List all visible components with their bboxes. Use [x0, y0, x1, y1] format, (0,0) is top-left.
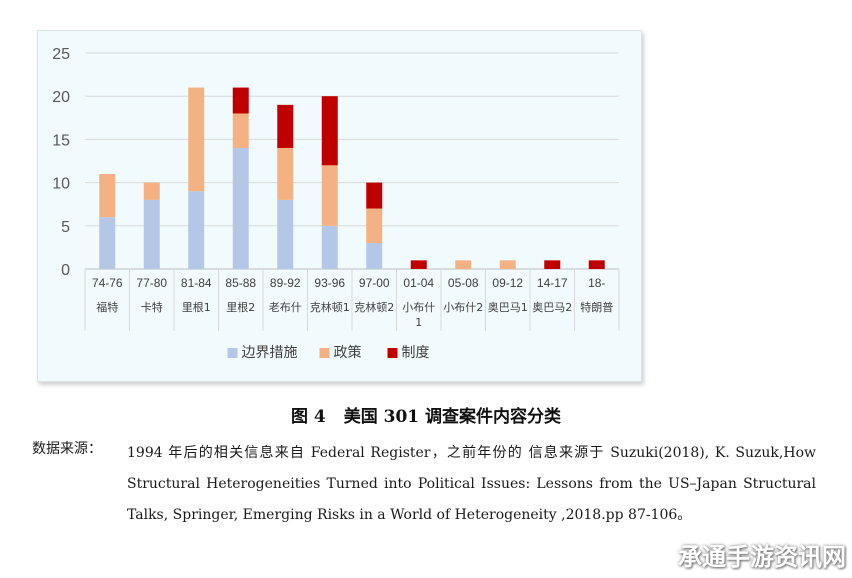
bar-segment — [277, 148, 294, 200]
bar-segment — [544, 260, 561, 269]
y-tick-label: 5 — [61, 219, 70, 236]
x-tick-label: 01-04 — [403, 276, 434, 290]
stacked-bar-chart: 0 5 10 15 20 25 74-76 福特 77-80 卡特 81-84 里根1 85-88 里根2… — [52, 46, 620, 361]
x-tick-label: 81-84 — [181, 276, 212, 290]
legend-swatch — [387, 348, 398, 358]
x-tick-label: 14-17 — [537, 276, 568, 290]
x-category-label: 卡特 — [141, 300, 163, 314]
watermark-logo: 承通手游资讯网 — [678, 543, 846, 571]
x-tick-label: 97-00 — [359, 276, 390, 290]
x-category-label: 里根2 — [226, 300, 255, 314]
bar-segment — [143, 199, 160, 269]
x-tick-label: 74-76 — [92, 276, 123, 290]
x-category-label: 福特 — [96, 300, 118, 314]
x-category-label: 奥巴马1 — [488, 300, 528, 314]
y-tick-label: 0 — [61, 262, 70, 279]
x-category-label: 特朗普 — [580, 300, 613, 314]
figure-title: 美国 301 调查案件内容分类 — [343, 407, 562, 427]
y-tick-label: 20 — [52, 89, 70, 106]
x-tick-label: 93-96 — [314, 276, 345, 290]
y-tick-label: 25 — [52, 46, 70, 63]
x-category-label: 1 — [415, 316, 422, 329]
bar-segment — [366, 182, 383, 209]
bar-segment — [99, 173, 116, 218]
x-tick-label: 85-88 — [225, 276, 256, 290]
y-tick-label: 15 — [52, 132, 70, 149]
bar-segment — [99, 217, 116, 269]
legend-swatch — [319, 348, 330, 358]
figure-caption: 图 4 美国 301 调查案件内容分类 — [0, 402, 852, 427]
bar-segment — [588, 260, 605, 269]
x-category-label: 小布什2 — [443, 301, 483, 314]
bar-segment — [321, 225, 338, 269]
legend-label: 政策 — [334, 344, 362, 361]
legend-swatch — [227, 348, 238, 358]
figure-label: 图 4 — [290, 407, 326, 427]
y-tick-label: 10 — [52, 176, 70, 193]
bar-segment — [277, 104, 294, 149]
x-tick-label: 09-12 — [492, 276, 523, 290]
bar-segment — [499, 260, 516, 269]
bar-segment — [455, 260, 472, 269]
bar-segment — [321, 96, 338, 166]
x-category-label: 克林顿2 — [354, 300, 394, 314]
x-tick-label: 77-80 — [136, 276, 167, 290]
x-category-label: 小布什 — [402, 301, 435, 314]
chart-panel: 0 5 10 15 20 25 74-76 福特 77-80 卡特 81-84 里根1 85-88 里根2… — [37, 30, 642, 382]
x-category-label: 奥巴马2 — [532, 300, 572, 314]
x-category-label: 老布什 — [269, 301, 302, 314]
x-tick-label: 05-08 — [448, 276, 479, 290]
x-category-label: 克林顿1 — [310, 300, 350, 314]
source-text: 1994 年后的相关信息来自 Federal Register，之前年份的 信息… — [127, 445, 816, 523]
bar-segment — [277, 199, 294, 269]
bar-segment — [366, 243, 383, 269]
legend-label: 制度 — [402, 345, 430, 361]
x-category-label: 里根1 — [182, 300, 211, 314]
source-label: 数据来源： — [32, 441, 102, 457]
x-tick-label: 18- — [588, 276, 605, 290]
bar-segment — [321, 165, 338, 226]
bar-segment — [188, 191, 205, 269]
bar-segment — [232, 148, 249, 269]
bar-segment — [366, 208, 383, 244]
bar-segment — [188, 87, 205, 192]
legend-label: 边界措施 — [242, 345, 298, 361]
bar-segment — [143, 182, 160, 200]
x-tick-label: 89-92 — [270, 276, 301, 290]
bar-segment — [232, 87, 249, 114]
bar-segment — [410, 260, 427, 269]
bar-segment — [232, 113, 249, 149]
